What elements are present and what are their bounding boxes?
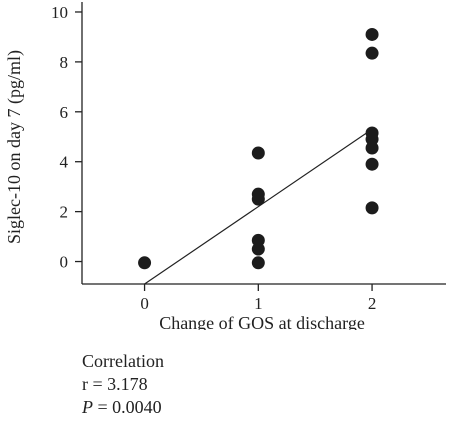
regression-line: [144, 128, 373, 285]
x-axis-title: Change of GOS at discharge: [159, 313, 365, 330]
y-tick-label: 8: [60, 53, 69, 72]
data-point: [365, 201, 379, 215]
y-tick-label: 0: [60, 253, 69, 272]
y-tick-label: 4: [60, 153, 69, 172]
x-tick-label: 2: [368, 294, 377, 313]
scatter-chart: 0 2 4 6 8 10 0 1 2 Change of GOS at discharge Si…: [4, 2, 446, 330]
p-symbol: P: [82, 397, 93, 417]
data-point: [251, 146, 265, 160]
x-tick-label: 1: [254, 294, 263, 313]
data-point: [251, 256, 265, 270]
r-value: r = 3.178: [82, 374, 148, 394]
data-point: [251, 242, 265, 256]
regression-line-group: [144, 128, 373, 285]
y-tick-label: 2: [60, 203, 69, 222]
data-point: [251, 192, 265, 206]
y-tick-label: 10: [51, 3, 68, 22]
p-value: P = 0.0040: [82, 396, 164, 419]
stats-block: Correlation r = 3.178 P = 0.0040: [82, 350, 164, 419]
ticks: 0 2 4 6 8 10 0 1 2: [51, 3, 376, 313]
data-point: [365, 46, 379, 60]
data-point: [365, 27, 379, 41]
axes: [81, 2, 446, 285]
data-point: [365, 157, 379, 171]
data-point: [365, 141, 379, 155]
y-axis-title: Siglec-10 on day 7 (pg/ml): [4, 50, 25, 244]
correlation-heading: Correlation: [82, 351, 164, 371]
p-value-text: = 0.0040: [93, 397, 162, 417]
x-tick-label: 0: [140, 294, 149, 313]
data-point: [138, 256, 152, 270]
y-tick-label: 6: [60, 103, 69, 122]
data-points: [138, 27, 379, 270]
